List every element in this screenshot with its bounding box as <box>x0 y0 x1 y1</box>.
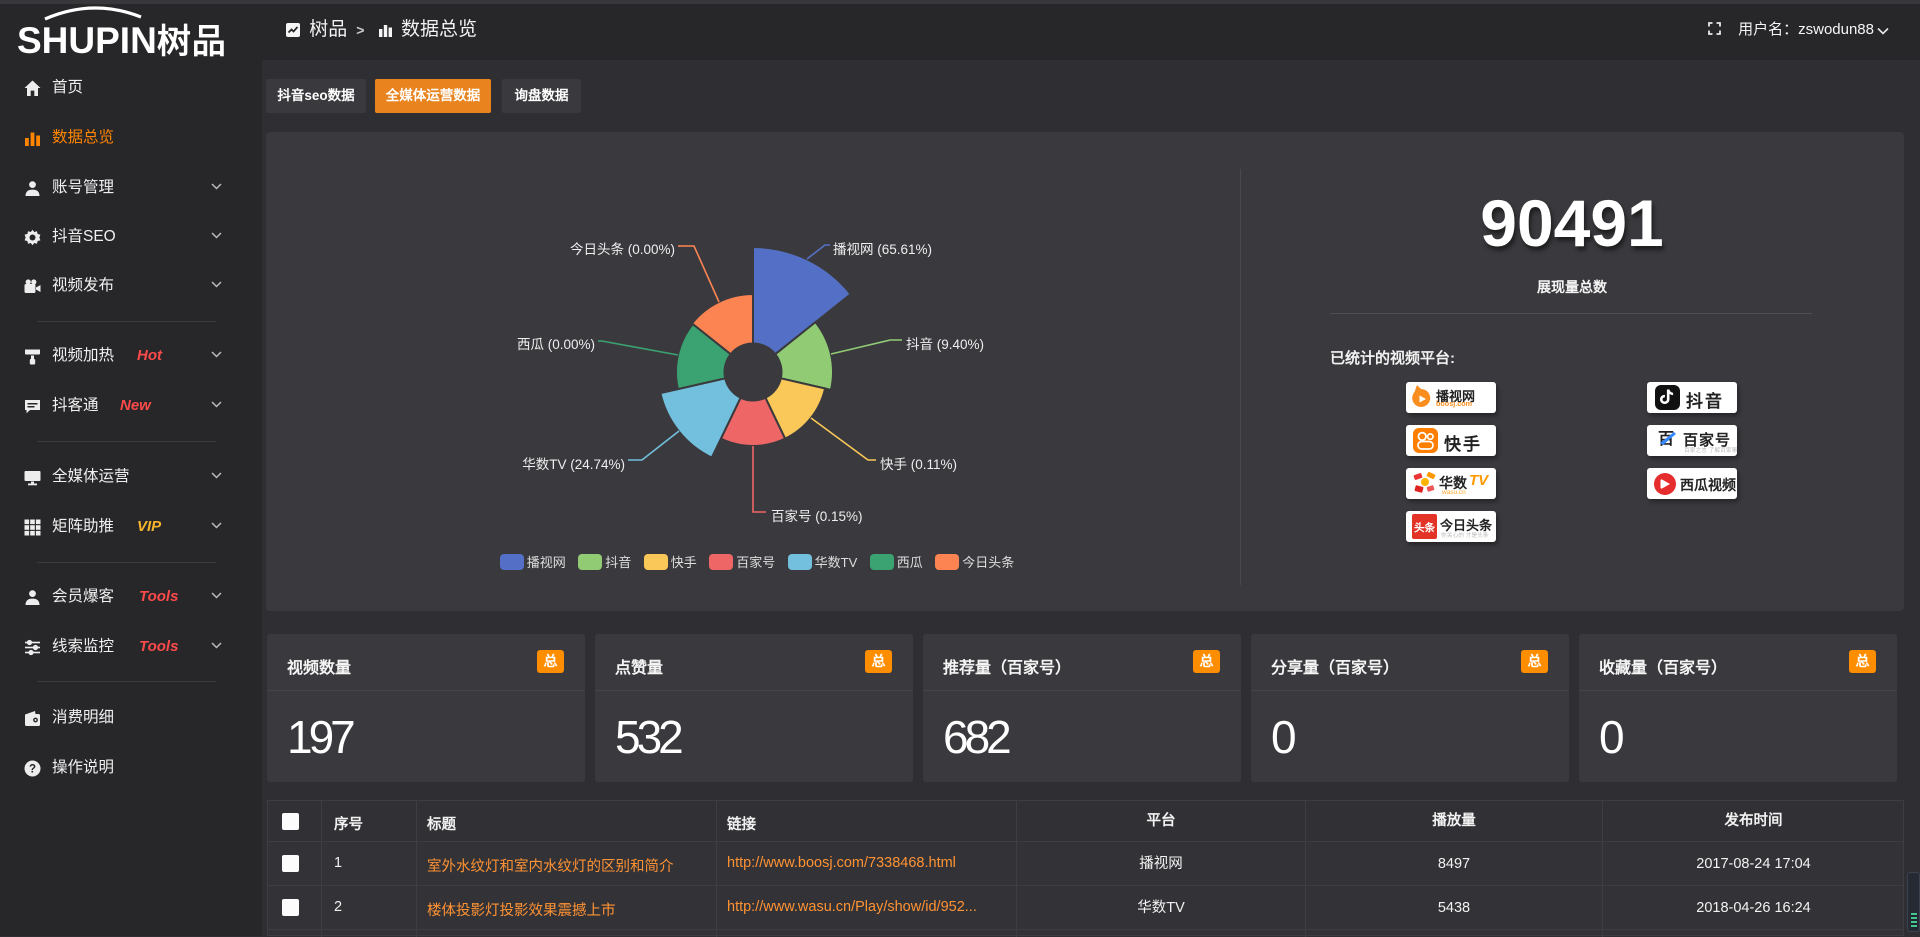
svg-text:头条: 头条 <box>1414 521 1436 534</box>
svg-text:?: ? <box>29 763 36 775</box>
